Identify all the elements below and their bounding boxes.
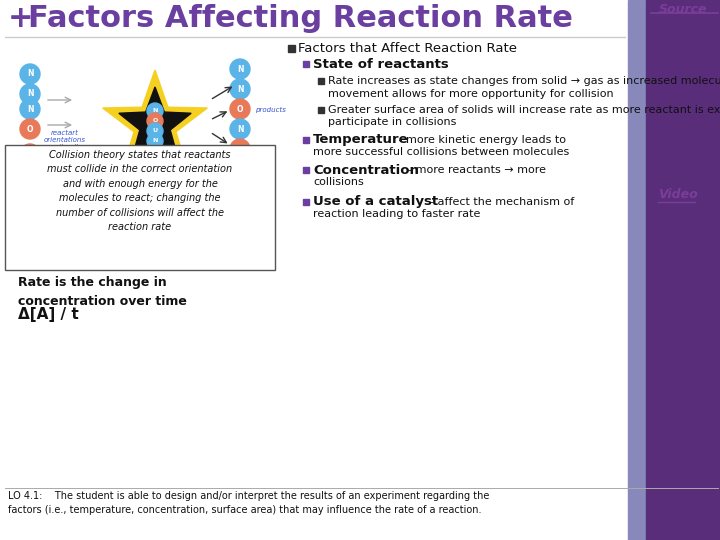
Polygon shape: [103, 70, 207, 170]
Text: Rate is the change in
concentration over time: Rate is the change in concentration over…: [18, 276, 187, 308]
Text: State of reactants: State of reactants: [313, 57, 449, 71]
Text: reaction leading to faster rate: reaction leading to faster rate: [313, 209, 480, 219]
Circle shape: [230, 119, 250, 139]
Circle shape: [230, 139, 250, 159]
Text: Temperature: Temperature: [313, 133, 409, 146]
Circle shape: [20, 99, 40, 119]
Text: Greater surface area of solids will increase rate as more reactant is exposed an: Greater surface area of solids will incr…: [328, 105, 720, 115]
Text: O: O: [27, 150, 33, 159]
Circle shape: [20, 164, 40, 184]
Text: Source: Source: [659, 3, 707, 16]
Circle shape: [230, 59, 250, 79]
Circle shape: [20, 84, 40, 104]
Text: N: N: [237, 84, 243, 93]
Text: N: N: [153, 138, 158, 144]
Circle shape: [20, 119, 40, 139]
Circle shape: [20, 64, 40, 84]
Text: – more reactants → more: – more reactants → more: [403, 165, 546, 175]
Text: N: N: [153, 109, 158, 113]
Text: O: O: [237, 145, 243, 153]
Text: N: N: [27, 105, 33, 113]
Circle shape: [230, 99, 250, 119]
Text: +: +: [8, 4, 34, 33]
Text: – affect the mechanism of: – affect the mechanism of: [425, 197, 575, 207]
Text: O: O: [27, 125, 33, 133]
Bar: [318, 107, 324, 113]
Text: N: N: [237, 64, 243, 73]
Text: Δ[A] / t: Δ[A] / t: [18, 307, 78, 322]
Circle shape: [147, 103, 163, 119]
Text: N: N: [27, 70, 33, 78]
Text: O: O: [237, 105, 243, 113]
Text: activated
complex: activated complex: [139, 185, 171, 198]
Text: O: O: [153, 118, 158, 124]
Circle shape: [147, 133, 163, 149]
Text: Factors that Affect Reaction Rate: Factors that Affect Reaction Rate: [298, 42, 517, 55]
Text: - more kinetic energy leads to: - more kinetic energy leads to: [395, 135, 566, 145]
Bar: [287, 44, 294, 51]
Bar: [303, 137, 309, 143]
Text: U: U: [153, 129, 158, 133]
Text: LO 4.1:    The student is able to design and/or interpret the results of an expe: LO 4.1: The student is able to design an…: [8, 491, 490, 515]
Text: Use of a catalyst: Use of a catalyst: [313, 195, 438, 208]
Text: Video: Video: [658, 188, 698, 201]
Circle shape: [147, 113, 163, 129]
Text: Rate increases as state changes from solid → gas as increased molecular: Rate increases as state changes from sol…: [328, 76, 720, 86]
Circle shape: [230, 159, 250, 179]
Circle shape: [147, 123, 163, 139]
Text: more successful collisions between molecules: more successful collisions between molec…: [313, 147, 570, 157]
Bar: [646, 0, 720, 540]
Text: Collision theory states that reactants
must collide in the correct orientation
a: Collision theory states that reactants m…: [48, 150, 233, 232]
Text: reactart
orientations
crit call: reactart orientations crit call: [44, 130, 86, 150]
Text: collisions: collisions: [313, 177, 364, 187]
Circle shape: [20, 144, 40, 164]
Text: participate in collisions: participate in collisions: [328, 117, 456, 127]
Bar: [303, 61, 309, 67]
Text: products: products: [255, 107, 286, 113]
Text: N: N: [27, 170, 33, 179]
Text: movement allows for more opportunity for collision: movement allows for more opportunity for…: [328, 89, 613, 99]
Text: Concentration: Concentration: [313, 164, 419, 177]
Polygon shape: [119, 87, 191, 156]
Text: O: O: [237, 165, 243, 173]
Text: N: N: [27, 90, 33, 98]
Bar: [303, 167, 309, 173]
Bar: [5, 145, 275, 270]
Text: N: N: [237, 125, 243, 133]
Bar: [303, 199, 309, 205]
Circle shape: [230, 79, 250, 99]
Bar: [628, 0, 646, 540]
Bar: [318, 78, 324, 84]
Text: Factors Affecting Reaction Rate: Factors Affecting Reaction Rate: [28, 4, 573, 33]
